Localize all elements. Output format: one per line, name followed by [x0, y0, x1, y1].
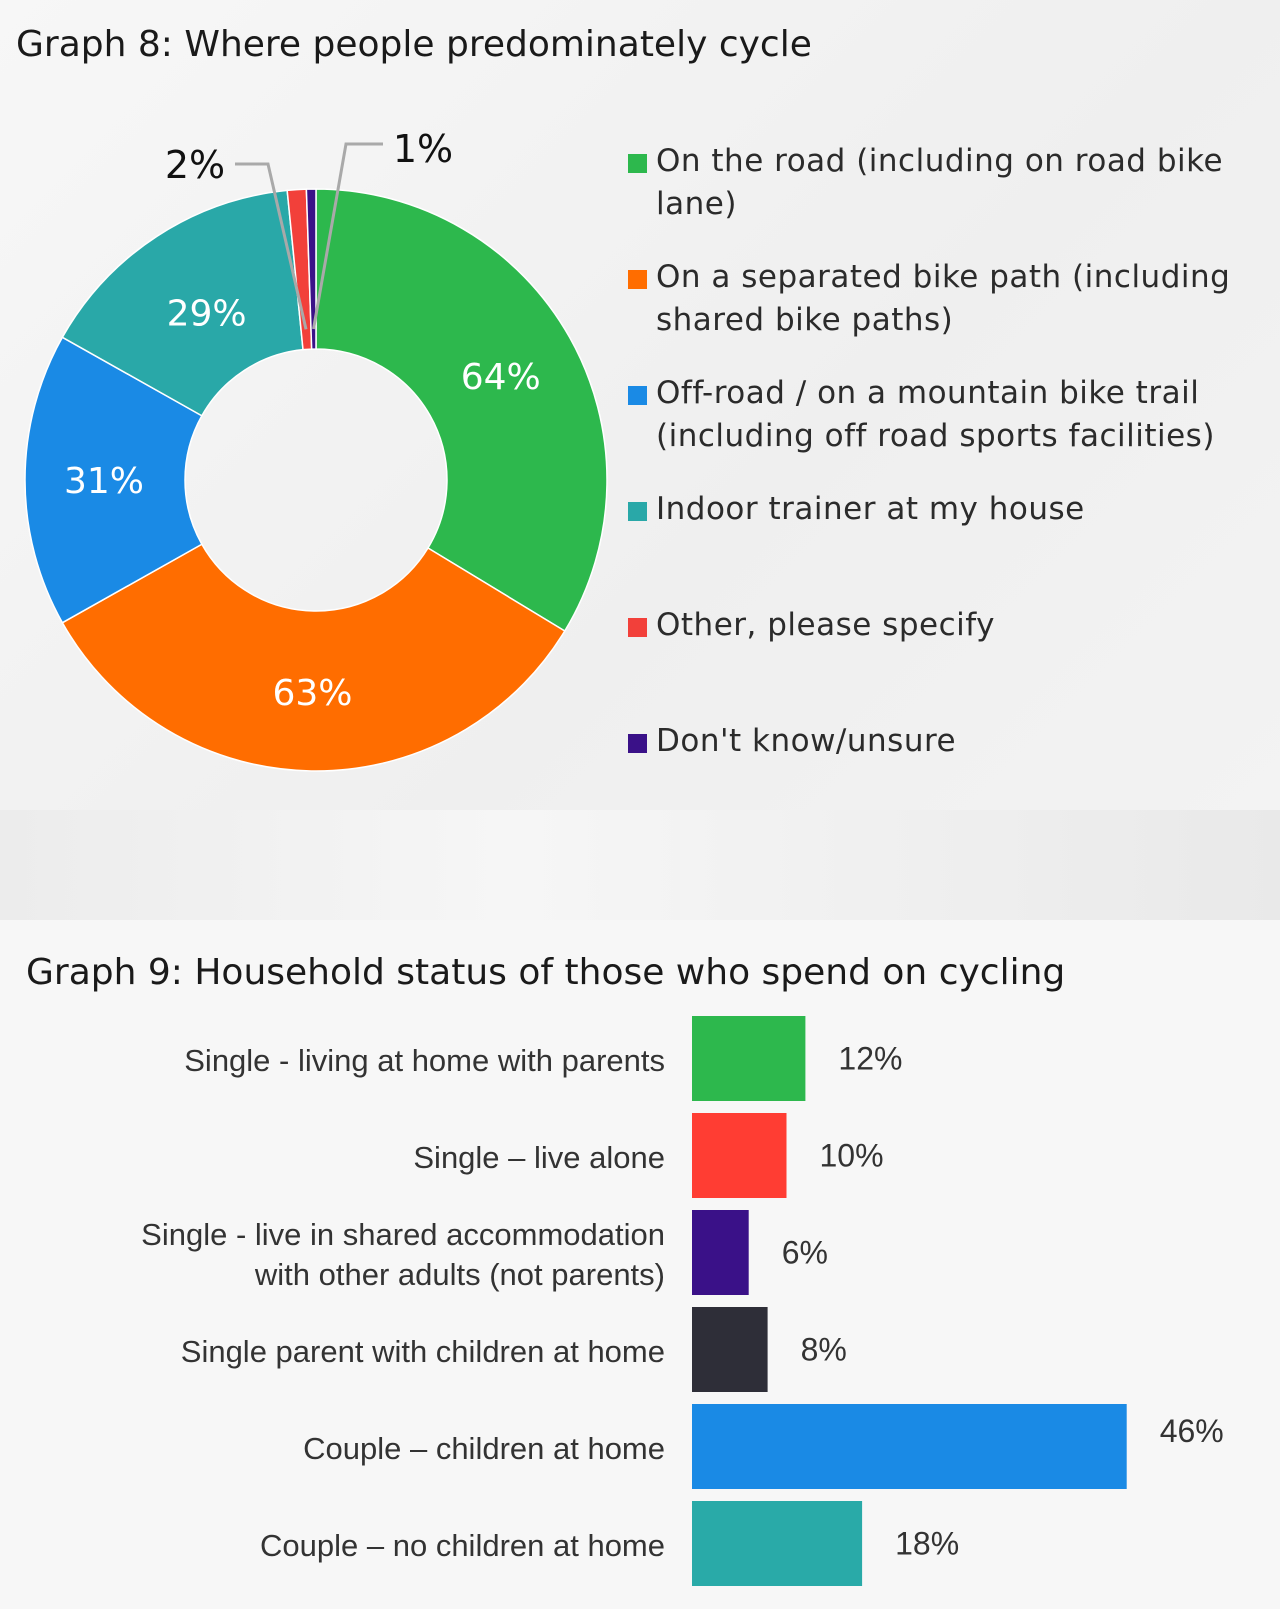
bar-category-label-couple-children: Couple – children at home: [303, 1430, 665, 1466]
bar-category-label-single-alone: Single – live alone: [413, 1139, 665, 1175]
legend-swatch: [628, 270, 647, 289]
donut-slice-off-road: [24, 336, 203, 624]
leader-line-other: [235, 162, 308, 330]
donut-slice-road: [315, 188, 608, 633]
graph8-title: Graph 8: Where people predominately cycl…: [16, 24, 812, 65]
legend-item-other: Other, please specify: [628, 604, 1256, 647]
legend-label: Off-road / on a mountain bike trail (inc…: [656, 375, 1215, 454]
legend-swatch: [628, 386, 647, 405]
legend-item-unsure: Don't know/unsure: [628, 720, 1256, 763]
leader-line-unsure: [312, 142, 383, 330]
donut-value-label-off-road: 31%: [64, 461, 144, 502]
legend-item-road: On the road (including on road bike lane…: [628, 140, 1256, 226]
donut-value-label-indoor: 29%: [167, 294, 247, 335]
donut-value-label-unsure: 1%: [393, 127, 453, 171]
donut-slice-unsure: [305, 188, 317, 350]
legend-item-bike-path: On a separated bike path (including shar…: [628, 256, 1256, 342]
legend-label: On a separated bike path (including shar…: [656, 259, 1231, 338]
background-band: [0, 810, 1280, 920]
graph9-title: Graph 9: Household status of those who s…: [26, 952, 1066, 993]
donut-value-label-bike-path: 63%: [272, 673, 352, 714]
bar-category-label-single-parent: Single parent with children at home: [180, 1333, 665, 1369]
donut-chart: 64% 63% 31% 29% 2% 1%: [24, 127, 608, 772]
bar-category-label-single-shared: Single - live in shared accommodation wi…: [141, 1216, 665, 1292]
legend-item-indoor: Indoor trainer at my house: [628, 488, 1256, 531]
background-bottom: [0, 920, 1280, 1609]
legend-label: Don't know/unsure: [656, 723, 957, 759]
bar-category-label-single-with-parents: Single - living at home with parents: [184, 1042, 665, 1078]
legend-label: On the road (including on road bike lane…: [656, 143, 1224, 222]
legend-swatch: [628, 618, 647, 637]
legend-item-off-road: Off-road / on a mountain bike trail (inc…: [628, 372, 1256, 458]
donut-slice-bike-path: [61, 543, 566, 772]
legend-swatch: [628, 154, 647, 173]
legend-swatch: [628, 734, 647, 753]
legend-label: Indoor trainer at my house: [656, 491, 1085, 527]
bar-category-label-couple-no-children: Couple – no children at home: [260, 1527, 665, 1563]
legend-swatch: [628, 502, 647, 521]
donut-value-label-other: 2%: [165, 143, 225, 187]
donut-value-label-road: 64%: [461, 357, 541, 398]
legend-label: Other, please specify: [656, 607, 995, 643]
